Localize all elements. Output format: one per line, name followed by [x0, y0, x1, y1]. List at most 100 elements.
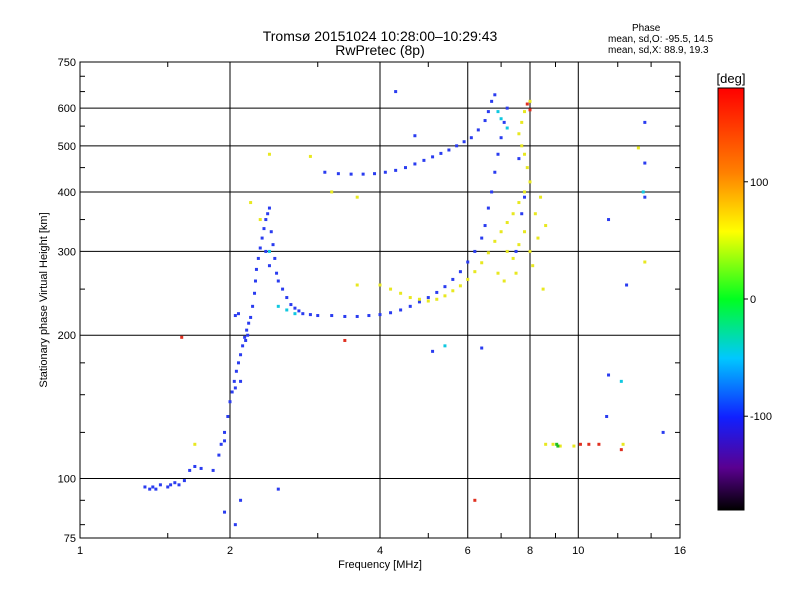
data-point — [544, 224, 548, 228]
data-point — [367, 314, 371, 318]
data-point — [413, 134, 417, 138]
data-point — [462, 140, 466, 144]
data-point — [180, 335, 184, 339]
phase-stats-o: mean, sd,O: -95.5, 14.5 — [608, 34, 714, 45]
data-point — [232, 379, 236, 383]
data-point — [486, 110, 490, 114]
plot-frame — [79, 61, 681, 539]
axes: 1 2 4 6 8 10 16 75 100 200 300 400 500 600 750 Frequenc… — [38, 57, 686, 571]
data-point — [249, 315, 253, 319]
data-point — [517, 201, 521, 205]
data-point — [193, 464, 197, 468]
data-point — [511, 212, 515, 216]
data-point — [253, 279, 257, 283]
data-point — [523, 152, 527, 156]
x-tick-label: 8 — [527, 545, 533, 557]
data-point — [199, 466, 203, 470]
data-point — [281, 287, 285, 291]
data-point — [349, 172, 353, 176]
x-tick-label: 4 — [377, 545, 383, 557]
y-tick-label: 500 — [58, 141, 76, 153]
data-point — [493, 239, 497, 243]
chart-title: Tromsø 20151024 10:28:00–10:29:43 — [262, 28, 498, 44]
data-point — [572, 444, 576, 448]
y-tick-label: 100 — [58, 474, 76, 486]
colorbar-tick-label: 0 — [750, 294, 756, 306]
data-points — [143, 90, 665, 527]
data-point — [558, 444, 562, 448]
data-point — [173, 481, 177, 485]
data-point — [447, 148, 451, 152]
y-tick-label: 750 — [58, 57, 76, 69]
data-point — [243, 335, 247, 339]
data-point — [486, 206, 490, 210]
data-point — [403, 166, 407, 170]
data-point — [505, 106, 509, 110]
data-point — [308, 313, 312, 317]
data-point — [394, 168, 398, 172]
data-point — [422, 158, 426, 162]
data-point — [262, 227, 266, 231]
data-point — [493, 170, 497, 174]
colorbar-label: [deg] — [717, 71, 746, 86]
data-point — [607, 373, 611, 377]
data-point — [239, 498, 243, 502]
data-point — [607, 218, 611, 222]
grid-lines — [80, 62, 680, 538]
data-point — [258, 218, 262, 222]
data-point — [389, 287, 393, 291]
y-tick-label: 200 — [58, 330, 76, 342]
data-point — [245, 328, 249, 332]
data-point — [330, 314, 334, 318]
data-point — [643, 195, 647, 199]
data-point — [264, 249, 268, 253]
data-point — [520, 120, 524, 124]
data-point — [266, 212, 270, 216]
data-point — [239, 353, 243, 357]
data-point — [256, 256, 260, 260]
data-point — [483, 224, 487, 228]
data-point — [466, 277, 470, 281]
data-point — [619, 448, 623, 452]
data-point — [480, 261, 484, 265]
data-point — [458, 284, 462, 288]
data-point — [536, 236, 540, 240]
data-point — [343, 338, 347, 342]
y-tick-label: 400 — [58, 187, 76, 199]
data-point — [443, 285, 447, 289]
data-point — [233, 314, 237, 318]
data-point — [373, 172, 377, 176]
data-point — [251, 304, 255, 308]
data-point — [539, 195, 543, 199]
y-tick-label: 300 — [58, 246, 76, 258]
data-point — [323, 170, 327, 174]
data-point — [275, 271, 279, 275]
data-point — [490, 190, 494, 194]
data-point — [587, 442, 591, 446]
data-point — [473, 270, 477, 274]
data-point — [383, 170, 387, 174]
data-point — [605, 414, 609, 418]
data-point — [308, 154, 312, 158]
x-tick-label: 2 — [227, 545, 233, 557]
data-point — [316, 314, 320, 318]
data-point — [517, 157, 521, 161]
data-point — [528, 108, 532, 112]
data-point — [514, 249, 518, 253]
data-point — [285, 296, 289, 300]
data-point — [641, 190, 645, 194]
data-point — [247, 321, 251, 325]
data-point — [399, 308, 403, 312]
data-point — [625, 283, 629, 287]
data-point — [258, 246, 262, 250]
data-point — [643, 120, 647, 124]
x-axis-label: Frequency [MHz] — [338, 559, 422, 571]
y-tick-label: 600 — [58, 103, 76, 115]
data-point — [517, 132, 521, 136]
y-tick-label: 75 — [64, 533, 76, 545]
data-point — [597, 442, 601, 446]
data-point — [253, 291, 257, 295]
data-point — [239, 379, 243, 383]
data-point — [496, 110, 500, 114]
y-axis-label: Stationary phase Virtual Height [km] — [38, 212, 50, 387]
